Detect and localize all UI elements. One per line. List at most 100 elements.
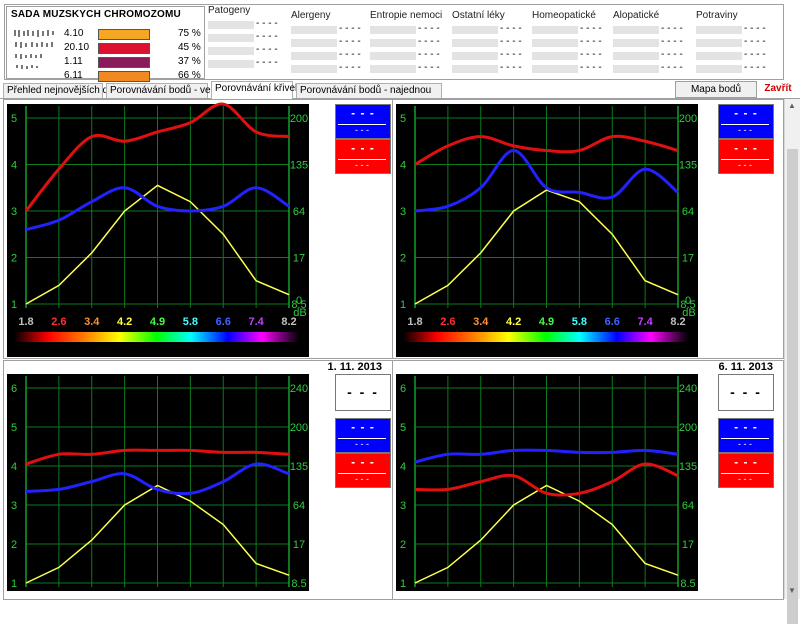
category-row-value: - - - - [744,36,766,47]
legend-blue-box[interactable]: - - - - - - [718,104,774,139]
frequency-tick: 7.4 [637,316,653,328]
category-row-value: - - - - [661,49,683,60]
category-row: - - - - [530,23,608,35]
right-axis-tick: 64 [682,500,694,512]
frequency-tick: 3.4 [84,316,100,328]
sample-row: 20.10 45 % [64,42,204,54]
category-row: - - - - [530,36,608,48]
left-axis-tick: 5 [400,113,406,125]
category-row: - - - - [289,62,367,74]
category-row: - - - - [450,62,528,74]
category-row-value: - - - - [339,49,361,60]
left-axis-tick: 2 [11,539,17,551]
legend-blue-box[interactable]: - - - - - - [335,418,391,453]
category-row-bar [370,65,416,73]
right-axis-tick: 135 [679,461,697,473]
left-axis-tick: 4 [11,461,17,473]
right-axis-zero: 0 [296,295,302,307]
right-axis-tick: 240 [679,383,697,395]
frequency-tick: 1.8 [18,316,33,328]
category-row-value: - - - - [256,31,278,42]
category-row-bar [370,52,416,60]
category-row-bar [532,26,578,34]
category-row-value: - - - - [744,49,766,60]
panel-date: 1. 11. 2013 [327,361,382,373]
category-row-value: - - - - [418,36,440,47]
date-value-box: - - - [335,374,391,411]
legend-red-box[interactable]: - - - - - - [335,453,391,488]
legend-blue-sub: - - - [721,124,769,137]
tab-item[interactable]: Přehled nejnovějších dat [3,83,117,98]
curve-chart: 123458.5176413520024001.82.63.44.24.95.8… [7,102,309,357]
category-row: - - - - [611,62,689,74]
top-summary-bar: SADA MUZSKYCH CHROMOZOMU 4.10 75 % 20.10 45… [4,4,784,82]
right-axis-tick: 64 [293,206,305,218]
category-row-value: - - - - [661,23,683,34]
legend-blue-main: - - - [351,420,375,434]
category-row-value: - - - - [500,23,522,34]
category-row-bar [696,65,742,73]
tab-item[interactable]: Porovnávání křivek [211,81,300,99]
frequency-tick: 6.6 [216,316,231,328]
legend-red-box[interactable]: - - - - - - [335,139,391,174]
left-axis-tick: 1 [11,578,17,590]
series-red-line [24,102,290,212]
sample-row-percent: 45 % [178,42,201,53]
frequency-tick: 7.4 [248,316,264,328]
tab-item[interactable]: Porovnávání bodů - vedle [106,83,224,98]
sample-row: 4.10 75 % [64,28,204,40]
category-row: - - - - [450,36,528,48]
map-points-button[interactable]: Mapa bodů [675,81,757,98]
frequency-tick: 2.6 [440,316,455,328]
category-row: - - - - [206,44,284,56]
legend-blue-box[interactable]: - - - - - - [718,418,774,453]
category-group: Ostatní léky - - - - - - - - - - - - - - - - [450,5,528,77]
curve-panel: 123458.5176413520024001.82.63.44.24.95.8… [3,99,393,359]
frequency-tick: 3.4 [473,316,489,328]
right-axis-tick: 135 [290,160,308,172]
category-row: - - - - [694,23,772,35]
left-axis-tick: 4 [400,160,406,172]
category-row-value: - - - - [500,49,522,60]
legend-blue-sub: - - - [338,438,386,451]
close-button[interactable]: Zavřít [764,83,792,94]
vertical-scrollbar[interactable]: ▲ ▼ [784,99,800,624]
category-row-bar [696,26,742,34]
category-group: Entropie nemoci - - - - - - - - - - - - - - … [368,5,446,77]
left-axis-tick: 4 [11,160,17,172]
category-row-bar [291,39,337,47]
frequency-tick: 2.6 [51,316,66,328]
legend-red-box[interactable]: - - - - - - [718,453,774,488]
category-row-bar [613,39,659,47]
left-axis-tick: 5 [400,422,406,434]
legend-red-main: - - - [734,455,758,469]
category-row: - - - - [694,36,772,48]
scroll-down-arrow-icon[interactable]: ▼ [788,586,796,595]
category-row: - - - - [450,23,528,35]
category-row: - - - - [289,36,367,48]
right-axis-tick: 240 [290,383,308,395]
legend-blue-main: - - - [351,106,375,120]
right-axis-tick: 64 [293,500,305,512]
sample-row-percent: 37 % [178,56,201,67]
category-row: - - - - [611,36,689,48]
scroll-up-arrow-icon[interactable]: ▲ [788,101,796,110]
series-red-line [414,134,679,166]
spectrum-bar [14,332,299,342]
tab-item[interactable]: Porovnávání bodů - najednou [296,83,442,98]
sample-row-date: 4.10 [64,28,84,39]
left-axis-tick: 6 [400,383,406,395]
legend-blue-box[interactable]: - - - - - - [335,104,391,139]
right-axis-tick: 8.5 [680,299,695,311]
category-row-value: - - - - [500,62,522,73]
frequency-tick: 6.6 [605,316,620,328]
scrollbar-thumb[interactable] [787,149,798,624]
legend-red-box[interactable]: - - - - - - [718,139,774,174]
category-group: Potraviny - - - - - - - - - - - - - - - - [694,5,772,77]
series-yellow-line [414,189,679,305]
category-row-value: - - - - [256,18,278,29]
category-row-bar [532,52,578,60]
legend-red-sub: - - - [721,473,769,486]
